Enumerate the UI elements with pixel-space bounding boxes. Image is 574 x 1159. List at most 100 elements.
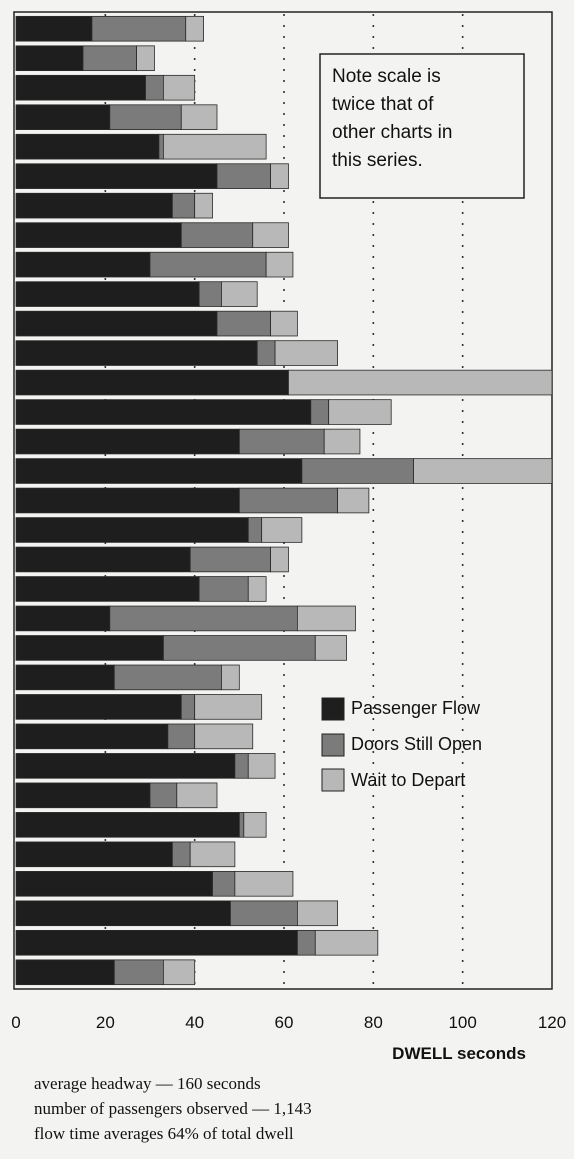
bar-11-doors-still-open <box>216 310 271 337</box>
bar-6-doors-still-open <box>216 163 271 189</box>
bar-17-doors-still-open <box>238 487 338 514</box>
bar-2-passenger-flow <box>15 45 84 72</box>
bar-13-wait-to-depart <box>288 369 553 396</box>
bar-5-wait-to-depart <box>162 133 267 160</box>
x-tick-label-60: 60 <box>275 1013 294 1032</box>
bar-7-doors-still-open <box>171 192 196 219</box>
bar-9-doors-still-open <box>149 251 267 278</box>
bar-14-passenger-flow <box>15 399 312 425</box>
bar-28-wait-to-depart <box>243 812 267 838</box>
bar-21-doors-still-open <box>109 605 298 632</box>
bar-33-doors-still-open <box>113 959 164 986</box>
bar-7-wait-to-depart <box>194 192 213 219</box>
bar-15-doors-still-open <box>238 428 325 455</box>
bar-18-doors-still-open <box>247 517 263 543</box>
x-axis-ticks: 0 20 40 60 80 100 120 <box>11 1013 566 1032</box>
bar-31-wait-to-depart <box>296 900 338 927</box>
scale-note-line-3: other charts in <box>332 122 452 143</box>
bar-26-passenger-flow <box>15 753 236 779</box>
bar-33-wait-to-depart <box>162 959 196 986</box>
x-tick-label-100: 100 <box>448 1013 476 1032</box>
bar-20-wait-to-depart <box>247 576 267 602</box>
bar-16-doors-still-open <box>301 458 414 484</box>
bar-28-passenger-flow <box>15 812 240 838</box>
bar-18-passenger-flow <box>15 517 249 543</box>
legend: Passenger Flow Doors Still Open Wait to … <box>321 697 482 792</box>
bar-33-passenger-flow <box>15 959 115 986</box>
bar-25-passenger-flow <box>15 723 169 750</box>
bar-3-wait-to-depart <box>162 74 196 101</box>
bar-8-wait-to-depart <box>252 222 289 248</box>
bar-10-passenger-flow <box>15 281 200 307</box>
bar-17-passenger-flow <box>15 487 240 514</box>
x-tick-label-80: 80 <box>364 1013 383 1032</box>
bar-7-passenger-flow <box>15 192 173 219</box>
bar-4-doors-still-open <box>109 104 182 130</box>
scale-note-line-2: twice that of <box>332 94 434 115</box>
bar-16-passenger-flow <box>15 458 303 484</box>
bar-30-passenger-flow <box>15 871 213 897</box>
bar-24-doors-still-open <box>180 694 196 720</box>
bar-30-wait-to-depart <box>234 871 294 897</box>
bar-11-passenger-flow <box>15 310 218 337</box>
scale-note: Note scale is twice that of other charts… <box>319 53 525 199</box>
scale-note-line-4: this series. <box>332 150 423 171</box>
bar-3-doors-still-open <box>145 74 164 101</box>
bar-5-doors-still-open <box>158 133 164 160</box>
bar-6-wait-to-depart <box>270 163 289 189</box>
bar-6-passenger-flow <box>15 163 218 189</box>
bar-8-doors-still-open <box>180 222 254 248</box>
bar-27-passenger-flow <box>15 782 151 809</box>
scale-note-line-1: Note scale is <box>332 66 441 87</box>
bar-22-wait-to-depart <box>314 635 347 661</box>
x-tick-label-20: 20 <box>96 1013 115 1032</box>
legend-label-wait-to-depart: Wait to Depart <box>351 770 465 790</box>
bar-1-passenger-flow <box>15 15 93 42</box>
bar-12-doors-still-open <box>256 340 276 366</box>
bar-21-passenger-flow <box>15 605 111 632</box>
legend-label-passenger-flow: Passenger Flow <box>351 698 481 718</box>
bar-15-wait-to-depart <box>323 428 361 455</box>
bar-16-wait-to-depart <box>413 458 553 484</box>
legend-swatch-doors-still-open <box>321 733 345 757</box>
bar-23-wait-to-depart <box>221 664 240 691</box>
bar-24-passenger-flow <box>15 694 182 720</box>
footnote-flow-time: flow time averages 64% of total dwell <box>34 1124 294 1143</box>
bar-22-doors-still-open <box>162 635 316 661</box>
scale-note-box <box>319 53 525 199</box>
bar-4-passenger-flow <box>15 104 111 130</box>
bar-19-passenger-flow <box>15 546 191 573</box>
bar-29-passenger-flow <box>15 841 173 868</box>
bar-27-wait-to-depart <box>176 782 218 809</box>
bar-2-doors-still-open <box>82 45 137 72</box>
bar-3-passenger-flow <box>15 74 146 101</box>
bar-25-doors-still-open <box>167 723 196 750</box>
bar-26-doors-still-open <box>234 753 249 779</box>
bar-4-wait-to-depart <box>180 104 218 130</box>
bar-11-wait-to-depart <box>270 310 298 337</box>
bar-23-doors-still-open <box>113 664 222 691</box>
bar-5-passenger-flow <box>15 133 160 160</box>
legend-swatch-wait-to-depart <box>321 768 345 792</box>
bar-29-doors-still-open <box>171 841 191 868</box>
legend-label-doors-still-open: Doors Still Open <box>351 734 482 754</box>
footnote-passengers: number of passengers observed — 1,143 <box>34 1099 312 1118</box>
footnote-headway: average headway — 160 seconds <box>34 1074 261 1093</box>
x-axis-label: DWELL seconds <box>392 1044 526 1063</box>
bar-10-wait-to-depart <box>221 281 258 307</box>
bar-12-passenger-flow <box>15 340 258 366</box>
bar-19-wait-to-depart <box>270 546 289 573</box>
bar-9-passenger-flow <box>15 251 151 278</box>
bar-26-wait-to-depart <box>247 753 276 779</box>
bar-28-doors-still-open <box>238 812 245 838</box>
bar-1-wait-to-depart <box>185 15 205 42</box>
legend-swatch-passenger-flow <box>321 697 345 721</box>
bar-25-wait-to-depart <box>194 723 254 750</box>
bar-24-wait-to-depart <box>194 694 263 720</box>
bar-8-passenger-flow <box>15 222 182 248</box>
bar-19-doors-still-open <box>189 546 271 573</box>
bar-22-passenger-flow <box>15 635 164 661</box>
bar-27-doors-still-open <box>149 782 178 809</box>
bar-18-wait-to-depart <box>261 517 303 543</box>
